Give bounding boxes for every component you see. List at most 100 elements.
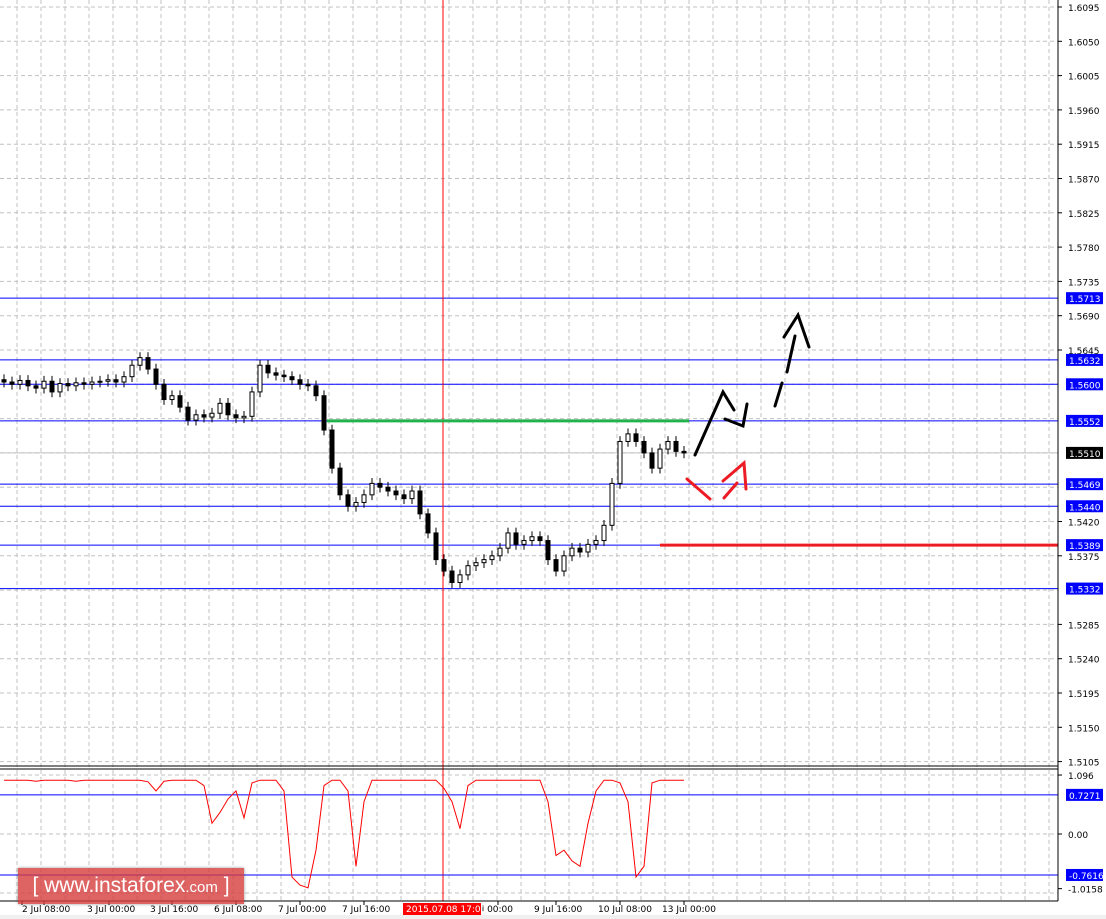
level-label-bg (1066, 539, 1103, 552)
price-tick-label: 1.5960 (1068, 107, 1100, 117)
candle (601, 519, 607, 546)
candle (265, 359, 271, 379)
candle-body (433, 532, 439, 561)
candle (385, 481, 391, 497)
candle-body (281, 374, 287, 378)
candle (641, 436, 647, 459)
candle (609, 478, 615, 531)
level-label-bg (1066, 353, 1103, 366)
candle (73, 377, 79, 392)
candle (289, 371, 295, 386)
time-tick-label: 7 Jul 16:00 (342, 905, 391, 915)
level-label-bg (1066, 582, 1103, 595)
candle-body (121, 376, 127, 383)
candle (129, 359, 135, 383)
candle-body (385, 486, 391, 492)
level-lines (0, 297, 1058, 590)
candle-body (33, 385, 39, 389)
price-axis-ticks: 1.6095 1.6050 1.6005 1.5960 1.5915 1.5870 1.58… (1058, 4, 1103, 896)
candle-body (145, 357, 151, 370)
candle-body (641, 440, 647, 454)
candle (577, 542, 583, 558)
candle (513, 527, 519, 550)
forecast-arrows-alt (685, 459, 748, 501)
candle (321, 390, 327, 436)
candle-body (49, 380, 55, 393)
candle-body (201, 414, 207, 418)
candle-body (273, 372, 279, 376)
candle-body (601, 524, 607, 542)
candle-body (257, 364, 263, 393)
candle-body (481, 559, 487, 564)
candle (465, 560, 471, 581)
candle-body (345, 494, 351, 507)
candle-body (57, 383, 63, 393)
level-label-bg (1066, 478, 1103, 491)
candle-body (665, 440, 671, 450)
price-tick-label: 1.5645 (1068, 347, 1100, 357)
candle (377, 478, 383, 493)
time-tick-label: 7 Jul 00:00 (278, 905, 327, 915)
candle (105, 374, 111, 387)
bottom-strip (0, 915, 1106, 919)
candle-body (417, 490, 423, 515)
price-tick-label: 1.5825 (1068, 210, 1100, 220)
indicator-line (4, 779, 684, 889)
candle (417, 485, 423, 520)
candle-body (97, 380, 103, 383)
candle (521, 535, 527, 550)
candle (9, 376, 15, 390)
candle (409, 485, 415, 504)
candle (625, 428, 631, 447)
candle (209, 407, 215, 423)
candle-body (681, 450, 687, 454)
price-tick-label: 1.5690 (1068, 313, 1100, 323)
candle (561, 550, 567, 577)
watermark-suffix: .com (185, 879, 218, 896)
time-tick-label: 10 Jul 08:00 (598, 905, 652, 915)
candles (1, 352, 687, 588)
time-tick-label: 3 Jul 00:00 (87, 905, 136, 915)
time-tick-label: ul 00:00 (476, 905, 513, 915)
candle (201, 409, 207, 423)
candle-body (209, 412, 215, 418)
time-tick-label: 6 Jul 08:00 (214, 905, 263, 915)
grid (0, 0, 1058, 901)
price-tick-label: 1.5735 (1068, 278, 1100, 288)
candle (537, 531, 543, 546)
candle (665, 436, 671, 455)
candle-body (473, 562, 479, 567)
price-tick-label: 1.6050 (1068, 38, 1100, 48)
candle (1, 374, 7, 388)
level-label-bg (1066, 500, 1103, 513)
candle-body (521, 540, 527, 545)
candle (369, 478, 375, 501)
candle-body (289, 376, 295, 381)
candle-body (17, 379, 23, 385)
candle-body (617, 440, 623, 484)
forecast-stroke (721, 459, 748, 491)
candle (649, 447, 655, 474)
candle (41, 375, 47, 394)
price-tick-label: 1.5915 (1068, 141, 1100, 151)
candle-body (625, 433, 631, 442)
candle-body (577, 547, 583, 553)
price-tick-label: 1.5240 (1068, 656, 1100, 666)
price-tick-label: 1.5195 (1068, 690, 1100, 700)
candle-body (233, 414, 239, 419)
candle-body (1, 379, 7, 383)
candle-body (513, 532, 519, 545)
indicator-level-label-bg (1066, 788, 1103, 801)
time-tick-label: 13 Jul 00:00 (662, 905, 716, 915)
candle-body (377, 482, 383, 488)
candle-body (361, 494, 367, 503)
candle (545, 535, 551, 565)
level-label: 1.5632 (1069, 357, 1101, 367)
candle-body (305, 383, 311, 387)
instaforex-watermark: [ www.instaforex.com ] (18, 868, 244, 904)
candle-body (185, 406, 191, 421)
candle (449, 565, 455, 588)
crosshair-time-label: 2015.07.08 17:00 (406, 905, 487, 915)
forecast-stroke (722, 481, 739, 500)
